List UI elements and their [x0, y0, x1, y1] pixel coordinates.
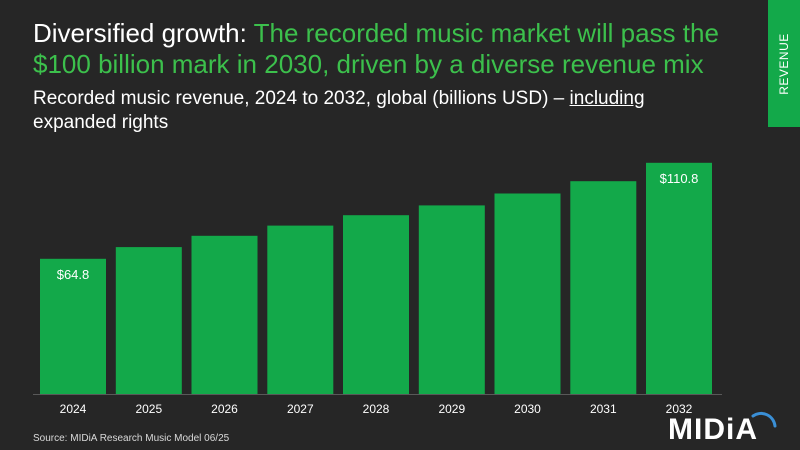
- bar-2024: [40, 258, 106, 394]
- bar-2027: [267, 225, 334, 394]
- bar-2031: [570, 181, 637, 394]
- headline-prefix: Diversified growth:: [33, 18, 247, 48]
- subtitle-main: Recorded music revenue, 2024 to 2032, gl…: [33, 88, 570, 109]
- x-tick-label: 2027: [287, 402, 314, 416]
- bar-2032: [646, 162, 712, 394]
- bar-2026: [191, 235, 258, 394]
- x-tick-label: 2024: [60, 402, 87, 416]
- x-tick-label: 2029: [438, 402, 465, 416]
- headline: Diversified growth: The recorded music m…: [33, 18, 753, 80]
- data-label: $64.8: [57, 267, 90, 282]
- bar-2028: [343, 215, 409, 394]
- x-tick-label: 2030: [514, 402, 541, 416]
- subtitle-underlined: including: [569, 88, 645, 109]
- bar-2025: [115, 247, 182, 394]
- x-tick-label: 2026: [211, 402, 238, 416]
- midia-logo: MIDiA: [668, 403, 788, 447]
- data-label: $110.8: [660, 171, 699, 186]
- chart-subtitle: Recorded music revenue, 2024 to 2032, gl…: [33, 87, 733, 135]
- x-tick-label: 2031: [590, 402, 617, 416]
- section-tab: REVENUE: [768, 0, 800, 127]
- logo-arc-icon: [751, 411, 777, 428]
- x-tick-label: 2032: [666, 402, 693, 416]
- bar-2029: [418, 205, 485, 394]
- x-tick-label: 2025: [135, 402, 162, 416]
- x-tick-label: 2028: [363, 402, 390, 416]
- subtitle-rest: expanded rights: [33, 112, 169, 133]
- source-note: Source: MIDiA Research Music Model 06/25: [33, 433, 230, 444]
- headline-accent: The recorded music market will pass the …: [33, 18, 719, 79]
- logo-text: MIDiA: [668, 413, 758, 446]
- bar-2030: [494, 193, 561, 394]
